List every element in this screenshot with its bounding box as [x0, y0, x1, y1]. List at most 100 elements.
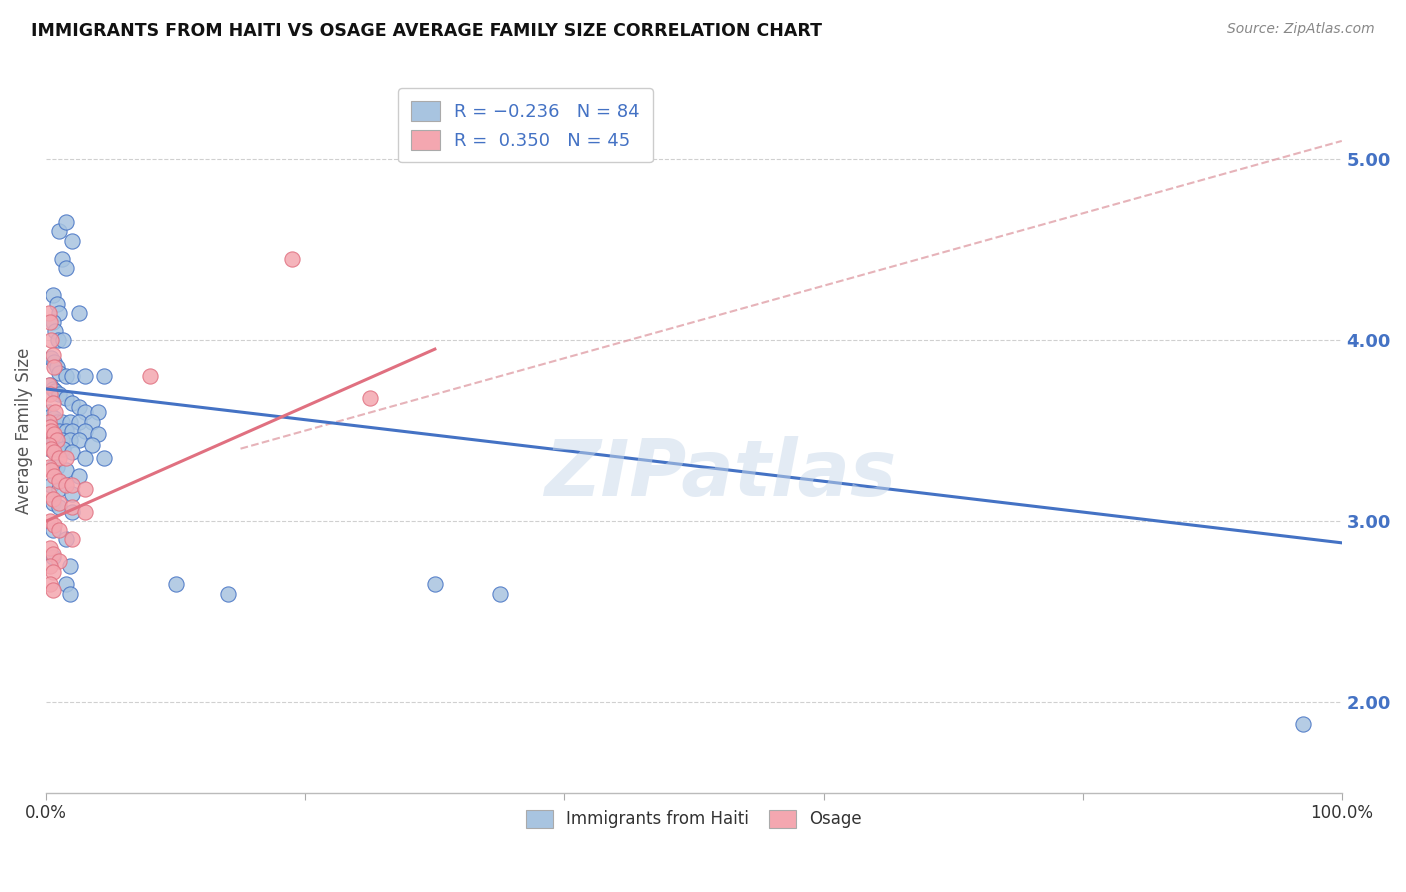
Point	[41, 351, 63, 366]
Point	[48, 554, 70, 568]
Point	[39, 315, 62, 329]
Point	[45, 433, 67, 447]
Point	[48, 496, 70, 510]
Point	[48, 366, 70, 380]
Point	[38, 438, 60, 452]
Point	[44, 324, 66, 338]
Text: IMMIGRANTS FROM HAITI VS OSAGE AVERAGE FAMILY SIZE CORRELATION CHART: IMMIGRANTS FROM HAITI VS OSAGE AVERAGE F…	[31, 22, 823, 40]
Point	[281, 252, 304, 266]
Point	[55, 478, 77, 492]
Point	[51, 252, 73, 266]
Point	[41, 347, 63, 361]
Point	[41, 315, 63, 329]
Point	[41, 478, 63, 492]
Point	[42, 360, 65, 375]
Point	[39, 387, 62, 401]
Point	[38, 415, 60, 429]
Point	[41, 396, 63, 410]
Point	[73, 482, 96, 496]
Point	[38, 405, 60, 419]
Point	[55, 577, 77, 591]
Point	[41, 547, 63, 561]
Point	[41, 523, 63, 537]
Point	[38, 459, 60, 474]
Point	[60, 478, 83, 492]
Point	[1292, 717, 1315, 731]
Point	[217, 586, 239, 600]
Point	[44, 405, 66, 419]
Point	[58, 433, 80, 447]
Point	[42, 355, 65, 369]
Point	[423, 577, 446, 591]
Point	[93, 450, 115, 465]
Point	[359, 391, 381, 405]
Text: ZIPatlas: ZIPatlas	[544, 436, 896, 512]
Point	[60, 487, 83, 501]
Point	[39, 420, 62, 434]
Point	[42, 411, 65, 425]
Point	[58, 415, 80, 429]
Point	[73, 369, 96, 384]
Point	[41, 565, 63, 579]
Point	[55, 450, 77, 465]
Point	[41, 424, 63, 438]
Point	[45, 360, 67, 375]
Point	[39, 559, 62, 574]
Point	[60, 234, 83, 248]
Point	[48, 306, 70, 320]
Point	[41, 424, 63, 438]
Point	[60, 445, 83, 459]
Point	[42, 517, 65, 532]
Point	[80, 438, 103, 452]
Point	[87, 405, 110, 419]
Point	[39, 514, 62, 528]
Point	[48, 224, 70, 238]
Point	[52, 333, 75, 347]
Point	[41, 333, 63, 347]
Point	[67, 400, 90, 414]
Point	[60, 500, 83, 514]
Point	[55, 463, 77, 477]
Point	[51, 433, 73, 447]
Point	[39, 420, 62, 434]
Point	[41, 550, 63, 565]
Point	[44, 424, 66, 438]
Point	[48, 523, 70, 537]
Point	[73, 450, 96, 465]
Point	[55, 260, 77, 275]
Point	[60, 505, 83, 519]
Point	[41, 442, 63, 456]
Point	[60, 424, 83, 438]
Point	[42, 427, 65, 442]
Point	[39, 577, 62, 591]
Point	[93, 369, 115, 384]
Point	[41, 288, 63, 302]
Point	[58, 586, 80, 600]
Point	[67, 306, 90, 320]
Point	[165, 577, 187, 591]
Point	[48, 450, 70, 465]
Point	[48, 500, 70, 514]
Point	[38, 378, 60, 392]
Point	[67, 468, 90, 483]
Point	[48, 482, 70, 496]
Point	[45, 415, 67, 429]
Point	[80, 415, 103, 429]
Point	[60, 396, 83, 410]
Point	[55, 532, 77, 546]
Point	[55, 391, 77, 405]
Point	[73, 424, 96, 438]
Point	[38, 487, 60, 501]
Point	[41, 582, 63, 597]
Point	[41, 442, 63, 456]
Point	[60, 532, 83, 546]
Point	[41, 492, 63, 507]
Point	[45, 433, 67, 447]
Point	[67, 415, 90, 429]
Point	[42, 433, 65, 447]
Point	[488, 586, 510, 600]
Point	[139, 369, 162, 384]
Point	[48, 387, 70, 401]
Point	[45, 297, 67, 311]
Point	[48, 475, 70, 489]
